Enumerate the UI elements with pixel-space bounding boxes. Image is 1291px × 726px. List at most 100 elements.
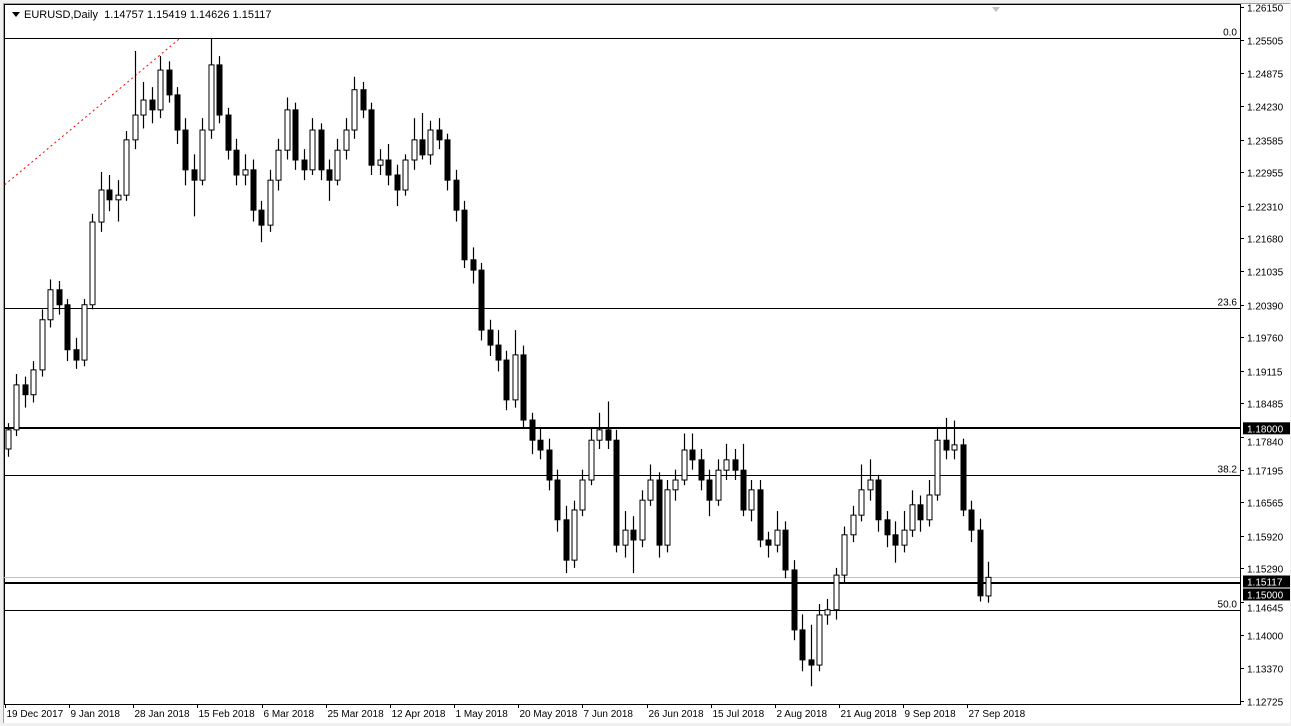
bullish-candle — [5, 429, 12, 450]
bearish-candle — [732, 459, 739, 471]
bearish-candle — [698, 459, 705, 481]
x-tick-label: 26 Jun 2018 — [649, 709, 704, 720]
bearish-candle — [799, 629, 806, 661]
x-tick-label: 20 May 2018 — [520, 709, 578, 720]
y-tick-label: 1.15290 — [1247, 565, 1284, 576]
bullish-candle — [89, 221, 96, 306]
bullish-candle — [199, 129, 206, 181]
x-tick-label: 6 Mar 2018 — [264, 709, 315, 720]
fib-level-label: 23.6 — [1218, 298, 1238, 309]
chart-window: 0.0 23.6 38.2 50.0 1.26150 1.25505 1.24875 1.24… — [3, 3, 1290, 723]
bullish-candle — [30, 369, 37, 396]
bearish-candle — [233, 149, 240, 176]
bullish-candle — [867, 479, 874, 491]
y-tick-label: 1.15920 — [1247, 533, 1284, 544]
bearish-candle — [630, 529, 637, 541]
bullish-candle — [81, 304, 88, 361]
bearish-candle — [808, 659, 815, 666]
chart-header: EURUSD,Daily 1.14757 1.15419 1.14626 1.1… — [12, 9, 272, 21]
y-tick-label: 1.14000 — [1247, 632, 1284, 643]
bearish-candle — [225, 114, 232, 151]
bullish-candle — [115, 194, 122, 201]
bearish-candle — [960, 444, 967, 511]
bearish-candle — [968, 509, 975, 531]
plot-border — [4, 4, 1241, 705]
bearish-candle — [757, 489, 764, 541]
bearish-candle — [453, 179, 460, 211]
bearish-candle — [166, 69, 173, 96]
bearish-candle — [884, 519, 891, 536]
bullish-candle — [926, 494, 933, 521]
bullish-candle — [571, 509, 578, 561]
bullish-candle — [664, 489, 671, 546]
symbol-label: EURUSD,Daily — [24, 9, 98, 21]
x-tick-label: 27 Sep 2018 — [969, 709, 1026, 720]
bullish-candle — [157, 69, 164, 111]
bearish-candle — [706, 479, 713, 501]
y-tick-label: 1.19115 — [1247, 368, 1283, 379]
bullish-candle — [275, 149, 282, 181]
bullish-candle — [715, 469, 722, 501]
bullish-candle — [622, 529, 629, 546]
bearish-candle — [318, 129, 325, 171]
bearish-candle — [782, 529, 789, 571]
bearish-candle — [216, 64, 223, 116]
bullish-candle — [579, 479, 586, 511]
fib-level-label: 50.0 — [1218, 600, 1238, 611]
bearish-candle — [689, 449, 696, 461]
line-price-label-box — [1243, 588, 1290, 601]
y-tick-label: 1.17840 — [1247, 437, 1284, 448]
bullish-candle — [123, 139, 130, 196]
bullish-candle — [858, 489, 865, 516]
bearish-candle — [943, 439, 950, 451]
x-tick-label: 21 Aug 2018 — [841, 709, 898, 720]
x-tick-label: 9 Jan 2018 — [71, 709, 121, 720]
bullish-candle — [588, 439, 595, 481]
bullish-candle — [39, 319, 46, 371]
bearish-candle — [73, 349, 80, 361]
bullish-candle — [951, 444, 958, 451]
x-tick-label: 28 Jan 2018 — [135, 709, 190, 720]
bearish-candle — [917, 504, 924, 521]
bearish-candle — [258, 209, 265, 226]
x-tick-label: 15 Jul 2018 — [713, 709, 765, 720]
bearish-candle — [106, 189, 113, 201]
bearish-candle — [478, 269, 485, 331]
y-tick-label: 1.13370 — [1247, 665, 1284, 676]
bearish-candle — [875, 479, 882, 521]
bullish-candle — [639, 499, 646, 541]
bearish-candle — [977, 529, 984, 597]
bearish-candle — [546, 449, 553, 481]
y-tick-label: 1.14645 — [1247, 604, 1284, 615]
bullish-candle — [98, 189, 105, 223]
bearish-candle — [461, 209, 468, 261]
bearish-candle — [791, 569, 798, 631]
bullish-candle — [512, 354, 519, 401]
fib-level-label: 0.0 — [1223, 28, 1237, 39]
bullish-candle — [672, 479, 679, 491]
candlestick-chart[interactable]: 0.0 23.6 38.2 50.0 1.26150 1.25505 1.24875 1.24… — [4, 4, 1290, 723]
bearish-candle — [605, 429, 612, 441]
bearish-candle — [360, 89, 367, 111]
bullish-candle — [647, 479, 654, 501]
bearish-candle — [444, 139, 451, 181]
line-price-label-box — [1243, 422, 1290, 435]
bullish-candle — [402, 159, 409, 191]
bearish-candle — [892, 534, 899, 546]
bullish-candle — [850, 514, 857, 536]
bullish-candle — [140, 99, 147, 116]
x-tick-label: 1 May 2018 — [456, 709, 509, 720]
bullish-candle — [596, 429, 603, 441]
y-tick-label: 1.25505 — [1247, 37, 1284, 48]
x-tick-label: 15 Feb 2018 — [199, 709, 256, 720]
bearish-candle — [487, 329, 494, 346]
bullish-candle — [841, 534, 848, 576]
chart-shift-icon — [992, 7, 1000, 12]
bearish-candle — [740, 469, 747, 511]
bullish-candle — [748, 489, 755, 511]
bullish-candle — [909, 504, 916, 531]
dropdown-arrow-icon[interactable] — [12, 12, 20, 17]
bullish-candle — [723, 459, 730, 471]
bearish-candle — [174, 94, 181, 131]
bearish-candle — [563, 519, 570, 561]
